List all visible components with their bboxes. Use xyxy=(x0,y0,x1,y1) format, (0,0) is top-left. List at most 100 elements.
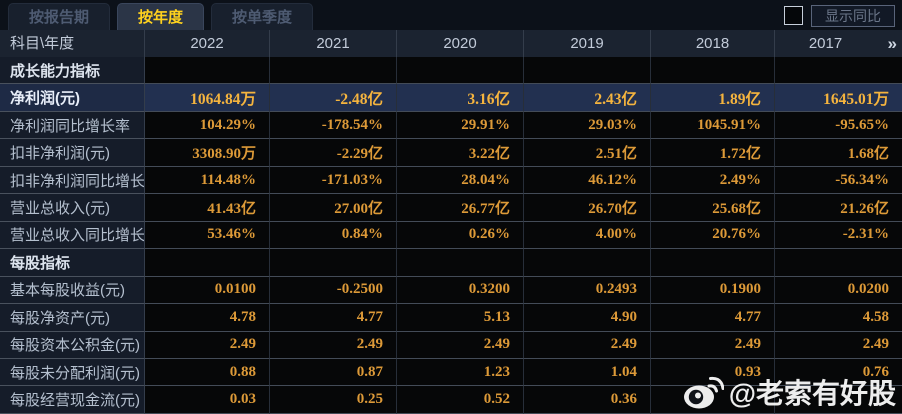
value-cell: 0.26% xyxy=(397,221,524,250)
table-row: 每股指标 xyxy=(0,249,902,277)
year-header-2022: 2022 xyxy=(145,30,270,57)
value-cell: 4.00% xyxy=(524,221,651,250)
tab-yearly[interactable]: 按年度 xyxy=(117,3,205,30)
value-cell: 2.49 xyxy=(524,331,651,359)
value-cell: 1645.01万 xyxy=(775,84,902,112)
table-row: 营业总收入同比增长率53.46%0.84%0.26%4.00%20.76%-2.… xyxy=(0,221,902,250)
table-row: 基本每股收益(元) 0.0100 -0.2500 0.3200 0.2493 0.1900… xyxy=(0,276,902,305)
table-row: 每股经营现金流(元) 0.03 0.25 0.52 0.36 xyxy=(0,386,902,414)
value-cell: 53.46% xyxy=(145,221,270,250)
value-cell: -178.54% xyxy=(270,111,397,140)
row-label: 每股指标 xyxy=(0,249,145,277)
row-label: 净利润同比增长率 xyxy=(0,111,145,140)
value-cell xyxy=(775,57,902,85)
value-cell: 1.23 xyxy=(397,358,524,387)
value-cell: 46.12% xyxy=(524,166,651,195)
value-cell: -95.65% xyxy=(775,111,902,140)
table-row: 每股资本公积金(元) 2.49 2.49 2.49 2.49 2.49 2.49 xyxy=(0,331,902,359)
row-label: 扣非净利润(元) xyxy=(0,139,145,167)
year-header-2021: 2021 xyxy=(270,30,397,57)
value-cell: 0.3200 xyxy=(397,276,524,305)
year-header-2017: 2017» xyxy=(775,30,902,57)
value-cell xyxy=(651,386,775,414)
value-cell: -2.48亿 xyxy=(270,84,397,112)
value-cell: 0.2493 xyxy=(524,276,651,305)
year-header-2019: 2019 xyxy=(524,30,651,57)
row-label: 营业总收入同比增长率 xyxy=(0,221,145,250)
period-tab-bar: 按报告期 按年度 按单季度 显示同比 xyxy=(0,0,902,30)
table-row: 成长能力指标 xyxy=(0,57,902,85)
value-cell: 0.03 xyxy=(145,386,270,414)
row-label: 基本每股收益(元) xyxy=(0,276,145,305)
value-cell: -2.29亿 xyxy=(270,139,397,167)
value-cell: 2.49 xyxy=(397,331,524,359)
value-cell: -56.34% xyxy=(775,166,902,195)
value-cell: 2.49 xyxy=(775,331,902,359)
value-cell: 4.77 xyxy=(270,304,397,332)
value-cell xyxy=(524,249,651,277)
value-cell: 114.48% xyxy=(145,166,270,195)
table-row: 扣非净利润同比增长率114.48%-171.03%28.04%46.12%2.4… xyxy=(0,166,902,195)
more-years-icon[interactable]: » xyxy=(887,34,898,53)
row-label: 每股净资产(元) xyxy=(0,304,145,332)
tab-report-period[interactable]: 按报告期 xyxy=(8,3,111,30)
value-cell: 0.84% xyxy=(270,221,397,250)
value-cell: 3.22亿 xyxy=(397,139,524,167)
table-row: 每股净资产(元) 4.78 4.77 5.13 4.90 4.77 4.58 xyxy=(0,304,902,332)
value-cell: 104.29% xyxy=(145,111,270,140)
value-cell xyxy=(775,249,902,277)
value-cell xyxy=(651,57,775,85)
value-cell: 1064.84万 xyxy=(145,84,270,112)
value-cell: 3.16亿 xyxy=(397,84,524,112)
value-cell: 1.72亿 xyxy=(651,139,775,167)
value-cell xyxy=(397,249,524,277)
value-cell xyxy=(145,57,270,85)
value-cell: 1045.91% xyxy=(651,111,775,140)
value-cell: 2.49% xyxy=(651,166,775,195)
value-cell: 29.91% xyxy=(397,111,524,140)
value-cell: -2.31% xyxy=(775,221,902,250)
tab-single-quarter[interactable]: 按单季度 xyxy=(211,3,314,30)
value-cell xyxy=(775,386,902,414)
table-header-row: 科目\年度 2022 2021 2020 2019 2018 2017» xyxy=(0,30,902,57)
value-cell: 0.0100 xyxy=(145,276,270,305)
value-cell: 2.51亿 xyxy=(524,139,651,167)
value-cell: 0.36 xyxy=(524,386,651,414)
value-cell xyxy=(270,57,397,85)
value-cell: 28.04% xyxy=(397,166,524,195)
value-cell: 0.88 xyxy=(145,358,270,387)
value-cell: 0.52 xyxy=(397,386,524,414)
value-cell: -0.2500 xyxy=(270,276,397,305)
value-cell: 0.93 xyxy=(651,358,775,387)
show-yoy-checkbox[interactable] xyxy=(784,6,803,25)
value-cell xyxy=(145,249,270,277)
value-cell: 0.76 xyxy=(775,358,902,387)
year-header-2018: 2018 xyxy=(651,30,775,57)
table-row: 营业总收入(元) 41.43亿 27.00亿 26.77亿 26.70亿 25.68亿 21… xyxy=(0,194,902,222)
value-cell xyxy=(270,249,397,277)
value-cell: 2.49 xyxy=(145,331,270,359)
value-cell: 26.77亿 xyxy=(397,194,524,222)
value-cell: 0.87 xyxy=(270,358,397,387)
value-cell: 2.49 xyxy=(651,331,775,359)
value-cell: 1.68亿 xyxy=(775,139,902,167)
value-cell xyxy=(397,57,524,85)
value-cell: 4.90 xyxy=(524,304,651,332)
value-cell: 20.76% xyxy=(651,221,775,250)
value-cell: 26.70亿 xyxy=(524,194,651,222)
value-cell: -171.03% xyxy=(270,166,397,195)
value-cell: 0.1900 xyxy=(651,276,775,305)
value-cell: 25.68亿 xyxy=(651,194,775,222)
value-cell xyxy=(524,57,651,85)
value-cell: 0.25 xyxy=(270,386,397,414)
table-row: 扣非净利润(元) 3308.90万 -2.29亿 3.22亿 2.51亿 1.72亿 1.6… xyxy=(0,139,902,167)
value-cell: 5.13 xyxy=(397,304,524,332)
value-cell: 29.03% xyxy=(524,111,651,140)
value-cell: 4.78 xyxy=(145,304,270,332)
corner-header: 科目\年度 xyxy=(0,30,145,57)
show-yoy-button[interactable]: 显示同比 xyxy=(811,5,895,27)
value-cell: 27.00亿 xyxy=(270,194,397,222)
value-cell xyxy=(651,249,775,277)
row-label: 扣非净利润同比增长率 xyxy=(0,166,145,195)
